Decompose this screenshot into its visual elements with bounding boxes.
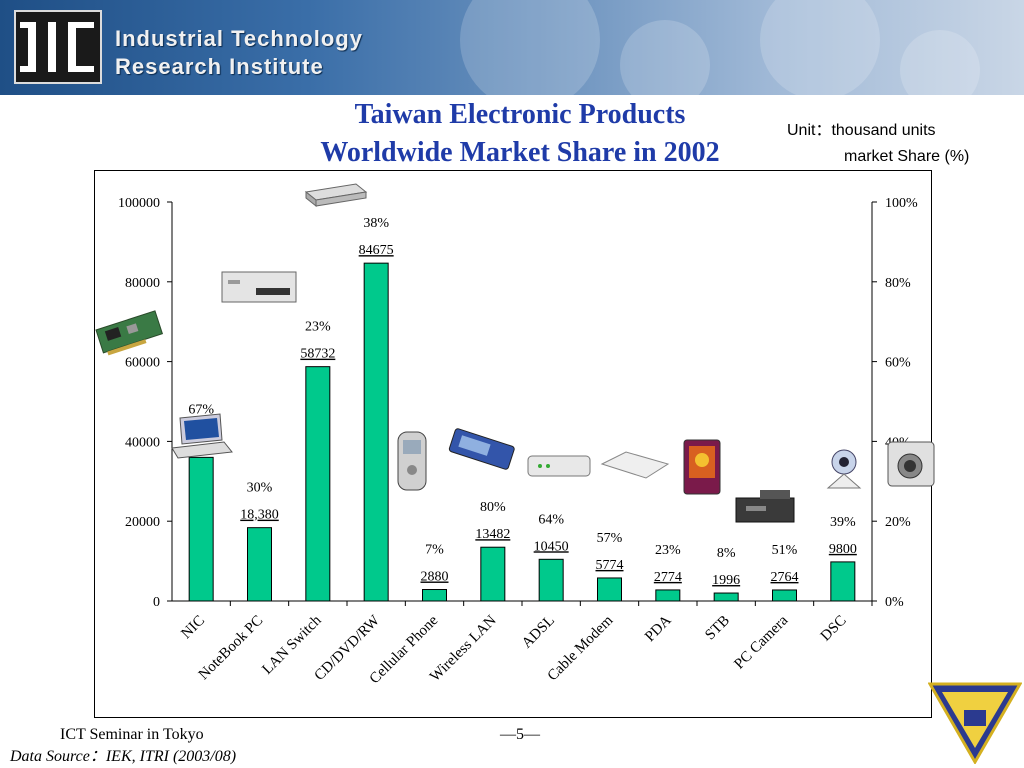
digital-camera-icon — [887, 441, 935, 487]
pc-camera-icon — [826, 449, 862, 489]
category-label: NIC — [178, 613, 208, 643]
value-label: 18,380 — [240, 508, 279, 523]
value-label: 9800 — [829, 542, 857, 557]
category-label: ADSL — [519, 613, 558, 652]
category-label: PC Camera — [731, 612, 791, 672]
cd-dvd-drive-icon — [304, 183, 368, 208]
y-tick-label: 40000 — [125, 435, 160, 450]
bar — [305, 366, 331, 602]
bar — [422, 589, 447, 602]
share-label: 23% — [305, 320, 331, 335]
share-label: 39% — [830, 515, 856, 530]
y2-tick-label: 20% — [885, 515, 911, 530]
unit-line1: Unit：thousand units — [787, 122, 936, 139]
category-label: STB — [702, 613, 733, 644]
share-label: 30% — [247, 481, 273, 496]
y2-tick-label: 60% — [885, 356, 911, 371]
title-line2: Worldwide Market Share in 2002 — [320, 137, 720, 168]
header-banner: Industrial Technology Research Institute — [0, 0, 1024, 95]
page-title: Taiwan Electronic Products Worldwide Mar… — [240, 96, 800, 172]
y-tick-label: 80000 — [125, 276, 160, 291]
nic-card-icon — [95, 310, 164, 356]
share-label: 51% — [772, 543, 798, 558]
unit-line2: market Share (%) — [844, 148, 970, 165]
y2-tick-label: 100% — [885, 196, 918, 211]
share-label: 57% — [597, 531, 623, 546]
y2-tick-label: 80% — [885, 276, 911, 291]
value-label: 5774 — [596, 558, 624, 573]
value-label: 58732 — [300, 347, 335, 362]
cable-modem-icon — [600, 451, 670, 479]
bar — [480, 546, 506, 602]
lan-switch-icon — [221, 271, 297, 303]
bar — [363, 262, 389, 602]
bar — [830, 561, 856, 602]
category-label: PDA — [642, 612, 675, 645]
bar — [597, 577, 622, 602]
value-label: 10450 — [534, 539, 569, 554]
university-seal-icon — [928, 682, 1022, 764]
data-source: Data Source：IEK, ITRI (2003/08) — [10, 748, 237, 765]
value-label: 2880 — [421, 570, 449, 585]
bar — [538, 558, 564, 602]
y-tick-label: 100000 — [118, 196, 160, 211]
page-number: —5— — [500, 726, 540, 743]
value-label: 84675 — [359, 243, 394, 258]
share-label: 80% — [480, 500, 506, 515]
bar — [188, 456, 214, 602]
itri-logo — [14, 10, 102, 84]
bar — [772, 589, 797, 602]
bar — [655, 589, 681, 602]
y-tick-label: 60000 — [125, 356, 160, 371]
adsl-modem-icon — [527, 455, 591, 477]
title-line1: Taiwan Electronic Products — [354, 99, 686, 130]
share-label: 7% — [425, 543, 444, 558]
y-tick-label: 20000 — [125, 515, 160, 530]
y2-tick-label: 0% — [885, 595, 904, 610]
y-tick-label: 0 — [153, 595, 160, 610]
share-label: 23% — [655, 543, 681, 558]
notebook-pc-icon — [171, 413, 233, 459]
share-label: 67% — [188, 402, 214, 417]
pda-icon — [683, 439, 721, 495]
org-name-line1: Industrial Technology — [115, 26, 363, 51]
share-label: 38% — [363, 216, 389, 231]
org-name-line2: Research Institute — [115, 54, 324, 79]
unit-note: Unit：thousand units market Share (%) — [787, 118, 969, 170]
share-label: 64% — [538, 512, 564, 527]
value-label: 1996 — [712, 573, 740, 588]
cellular-phone-icon — [397, 431, 427, 491]
value-label: 2774 — [654, 570, 682, 585]
value-label: 13482 — [475, 527, 510, 542]
wireless-lan-card-icon — [448, 428, 515, 470]
stb-icon — [735, 490, 795, 523]
bar — [713, 592, 739, 602]
value-label: 2764 — [771, 570, 799, 585]
seminar-label: ICT Seminar in Tokyo — [60, 726, 204, 743]
bar — [247, 527, 272, 602]
share-label: 8% — [717, 546, 736, 561]
category-label: DSC — [818, 613, 850, 645]
